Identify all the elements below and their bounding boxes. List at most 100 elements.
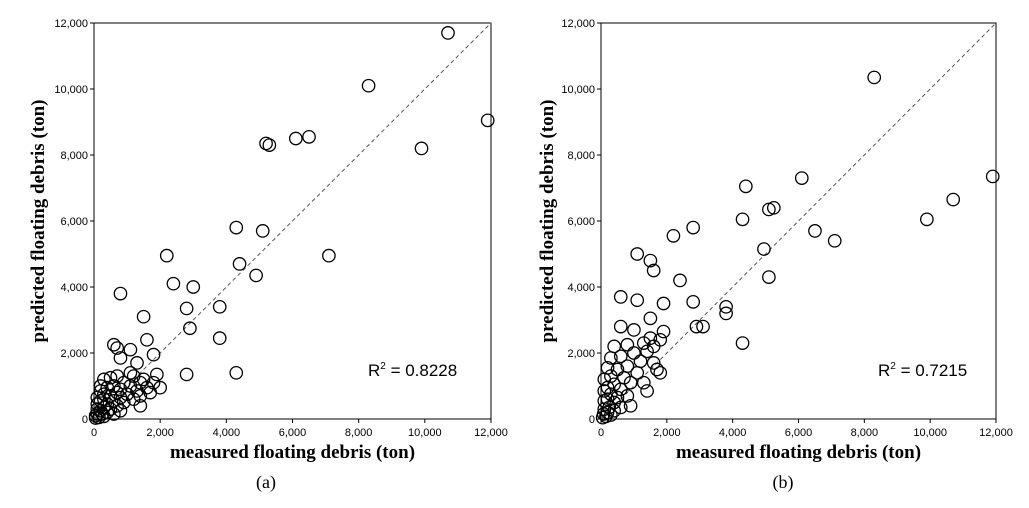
data-point bbox=[946, 192, 961, 207]
data-point bbox=[179, 301, 194, 316]
data-point bbox=[689, 319, 704, 334]
data-point bbox=[116, 395, 131, 410]
data-point bbox=[249, 268, 263, 283]
panel-label: (a) bbox=[256, 472, 276, 493]
data-point bbox=[361, 78, 376, 93]
data-point bbox=[113, 351, 128, 365]
data-point bbox=[166, 276, 181, 291]
data-point bbox=[627, 323, 641, 337]
y-tick-label: 10,000 bbox=[561, 84, 595, 96]
data-point bbox=[597, 384, 612, 398]
y-tick-label: 12,000 bbox=[561, 18, 595, 30]
data-point bbox=[604, 408, 618, 422]
y-tick-label: 4,000 bbox=[567, 282, 595, 294]
data-point bbox=[630, 247, 645, 261]
y-axis-label: predicted floating debris (ton) bbox=[28, 100, 49, 343]
y-tick-label: 0 bbox=[82, 414, 88, 426]
data-point bbox=[646, 356, 661, 370]
data-point bbox=[762, 270, 776, 284]
data-point bbox=[686, 220, 701, 235]
data-point bbox=[604, 351, 618, 365]
data-point bbox=[302, 130, 316, 144]
y-tick-label: 2,000 bbox=[567, 348, 595, 360]
data-point bbox=[110, 341, 125, 355]
data-point bbox=[107, 337, 121, 352]
data-point bbox=[985, 169, 1000, 184]
reference-line bbox=[93, 22, 492, 420]
data-point bbox=[123, 365, 138, 380]
data-point bbox=[133, 389, 148, 403]
x-tick-label: 12,000 bbox=[474, 427, 508, 439]
data-point bbox=[107, 379, 121, 393]
data-point bbox=[136, 309, 151, 324]
data-point bbox=[757, 242, 771, 256]
x-axis-label: measured floating debris (ton) bbox=[676, 442, 921, 463]
y-tick-label: 10,000 bbox=[54, 84, 88, 96]
data-point bbox=[630, 293, 645, 308]
data-point bbox=[229, 220, 244, 235]
x-tick-label: 4,000 bbox=[719, 427, 747, 439]
y-tick-label: 8,000 bbox=[567, 150, 595, 162]
data-point bbox=[140, 332, 154, 347]
data-point bbox=[867, 70, 882, 85]
data-point bbox=[627, 346, 641, 360]
data-point bbox=[623, 398, 638, 413]
scatter-panel-b: 0 2,000 4,000 6,000 8,000 10,000 12,000 0 2,000 4… bbox=[537, 18, 1013, 493]
panel-label: (b) bbox=[773, 472, 794, 493]
data-point bbox=[735, 212, 750, 227]
y-tick-label: 8,000 bbox=[60, 150, 88, 162]
data-point bbox=[920, 212, 934, 227]
x-tick-label: 8,000 bbox=[851, 427, 879, 439]
data-point bbox=[808, 224, 822, 238]
x-tick-label: 6,000 bbox=[279, 427, 307, 439]
x-tick-label: 6,000 bbox=[785, 427, 813, 439]
data-point bbox=[613, 400, 628, 415]
data-point bbox=[97, 409, 111, 424]
data-point bbox=[646, 263, 661, 278]
x-tick-label: 2,000 bbox=[653, 427, 681, 439]
data-point bbox=[229, 365, 244, 380]
r2-annotation: R2 = 0.8228 bbox=[368, 361, 457, 380]
data-point bbox=[262, 138, 277, 152]
data-point bbox=[322, 248, 336, 263]
data-point bbox=[441, 26, 455, 40]
data-point bbox=[620, 389, 635, 403]
x-tick-label: 0 bbox=[91, 427, 97, 439]
data-point bbox=[636, 336, 651, 350]
data-point bbox=[97, 387, 111, 402]
y-tick-label: 6,000 bbox=[60, 216, 88, 228]
data-point bbox=[673, 273, 687, 288]
data-point bbox=[480, 113, 495, 128]
data-point bbox=[766, 200, 781, 215]
data-point bbox=[133, 398, 148, 413]
y-tick-label: 12,000 bbox=[54, 18, 88, 30]
x-tick-label: 10,000 bbox=[913, 427, 947, 439]
data-point bbox=[288, 131, 303, 146]
data-point bbox=[150, 367, 164, 382]
data-point bbox=[90, 390, 105, 405]
data-point bbox=[827, 233, 842, 248]
data-point bbox=[656, 296, 671, 311]
data-point bbox=[630, 365, 645, 380]
data-point bbox=[136, 372, 151, 387]
data-point bbox=[640, 384, 654, 398]
data-point bbox=[620, 337, 635, 352]
data-point bbox=[130, 356, 144, 370]
data-point bbox=[686, 294, 701, 309]
data-point bbox=[623, 375, 638, 390]
data-point bbox=[143, 385, 158, 400]
data-point bbox=[640, 344, 654, 359]
data-point bbox=[103, 370, 118, 385]
data-point bbox=[643, 311, 658, 326]
data-point bbox=[183, 321, 197, 336]
r2-annotation: R2 = 0.7215 bbox=[878, 361, 967, 380]
data-point bbox=[643, 253, 658, 268]
data-point bbox=[186, 280, 201, 294]
data-point bbox=[613, 349, 628, 364]
data-point bbox=[653, 365, 668, 380]
data-point bbox=[232, 257, 247, 271]
x-tick-label: 4,000 bbox=[213, 427, 241, 439]
reference-line bbox=[600, 22, 997, 420]
data-point bbox=[794, 171, 809, 185]
